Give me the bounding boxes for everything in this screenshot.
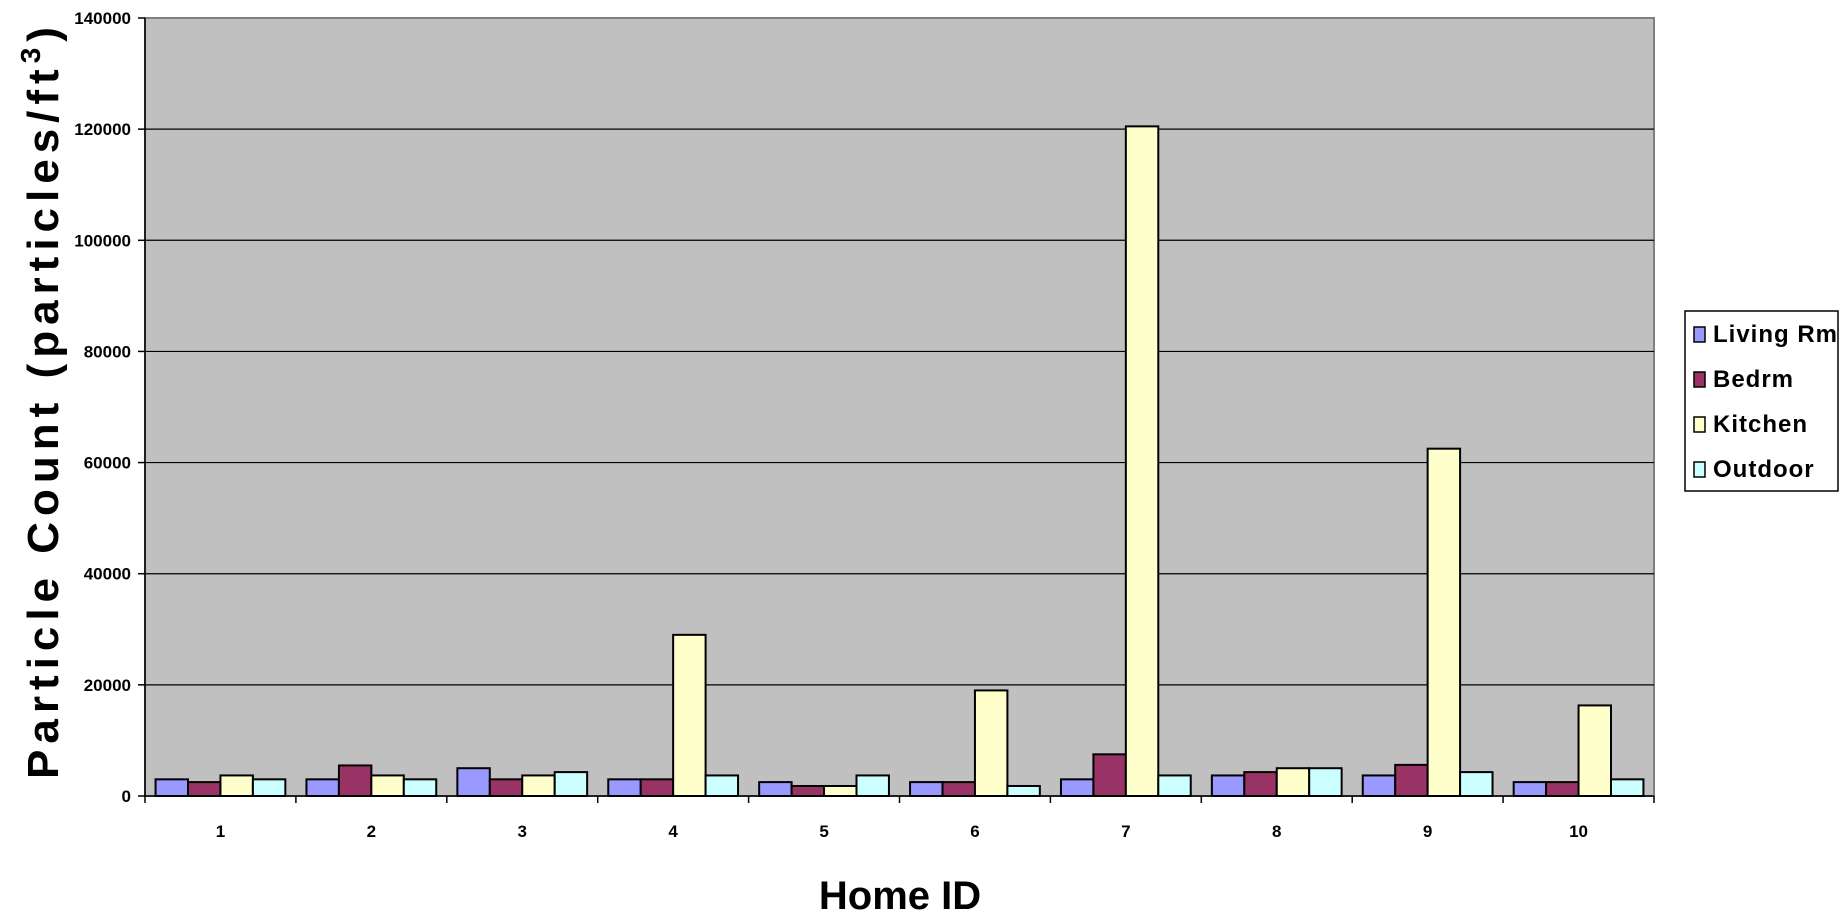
y-tick-label: 20000 (84, 676, 131, 695)
y-tick-label: 120000 (74, 120, 131, 139)
bar-bedrm-5 (790, 784, 826, 797)
bar-living-rm-5 (758, 781, 793, 797)
x-tick-label: 6 (970, 822, 979, 841)
x-tick-label: 3 (518, 822, 527, 841)
y-axis-title: Particle Count (particles/ft3) (15, 21, 68, 779)
legend-label: Bedrm (1713, 366, 1794, 393)
bar-living-rm-1 (154, 778, 190, 797)
bar-kitchen-2 (370, 774, 405, 798)
x-tick-label: 10 (1569, 822, 1588, 841)
bar-bedrm-1 (187, 781, 222, 797)
bar-outdoor-2 (402, 778, 438, 797)
legend: Living Rm Bedrm Kitchen Outdoor (1684, 310, 1839, 492)
bar-outdoor-6 (1006, 784, 1041, 797)
bar-bedrm-4 (639, 778, 675, 797)
bar-outdoor-1 (251, 778, 287, 797)
bar-living-rm-3 (456, 767, 491, 798)
x-tick-label: 8 (1272, 822, 1281, 841)
bar-living-rm-10 (1512, 781, 1548, 797)
bar-kitchen-1 (219, 774, 254, 798)
y-tick-label: 80000 (84, 342, 131, 361)
y-axis-title-superscript: 3 (15, 42, 46, 64)
gridlines (145, 128, 1654, 686)
bar-bedrm-9 (1394, 763, 1429, 798)
y-tick-label: 100000 (74, 231, 131, 250)
bar-bedrm-3 (488, 778, 524, 797)
x-tick-label: 4 (668, 822, 678, 841)
legend-label: Outdoor (1713, 456, 1815, 483)
bar-outdoor-3 (553, 771, 589, 798)
bar-outdoor-7 (1157, 774, 1192, 798)
bar-living-rm-7 (1059, 778, 1095, 797)
legend-swatch-kitchen (1693, 416, 1706, 433)
x-tick-labels: 1 2 3 4 5 6 7 8 9 10 (144, 796, 1655, 841)
bar-living-rm-8 (1210, 774, 1246, 798)
bar-kitchen-8 (1275, 767, 1311, 798)
bar-living-rm-6 (909, 781, 944, 797)
legend-swatch-outdoor (1693, 461, 1706, 478)
legend-swatch-bedrm (1693, 371, 1706, 388)
x-tick-label: 9 (1423, 822, 1432, 841)
legend-label: Living Rm (1713, 321, 1838, 348)
bar-kitchen-9 (1426, 447, 1462, 797)
x-axis-title: Home ID (819, 874, 981, 915)
y-tick-label: 140000 (74, 9, 131, 28)
y-tick-label: 60000 (84, 454, 131, 473)
bar-bedrm-8 (1243, 771, 1278, 798)
bar-outdoor-10 (1609, 778, 1645, 797)
legend-swatch-living-rm (1693, 326, 1706, 343)
bar-kitchen-4 (672, 633, 707, 797)
plot-area (144, 17, 1655, 797)
bar-kitchen-6 (973, 689, 1009, 798)
bar-outdoor-9 (1459, 771, 1494, 798)
y-tick-label: 0 (122, 787, 131, 806)
bar-outdoor-5 (855, 774, 890, 798)
legend-box (1684, 310, 1839, 492)
bar-living-rm-9 (1361, 774, 1397, 798)
y-tick-label: 40000 (84, 565, 131, 584)
x-tick-label: 7 (1121, 822, 1130, 841)
bar-bedrm-10 (1545, 781, 1580, 797)
bar-outdoor-4 (704, 774, 740, 798)
bar-bedrm-7 (1092, 753, 1127, 797)
bar-bedrm-2 (337, 764, 373, 798)
x-tick-label: 1 (216, 822, 225, 841)
y-axis-title-main: Particle Count (particles/ft (19, 63, 68, 779)
bar-kitchen-5 (823, 784, 858, 797)
bar-kitchen-7 (1124, 125, 1160, 798)
y-tick-labels: 0 20000 40000 60000 80000 100000 120000 140000 (74, 9, 145, 806)
bar-kitchen-3 (521, 774, 556, 798)
bar-kitchen-10 (1577, 704, 1612, 798)
bar-living-rm-4 (607, 778, 642, 797)
bar-bedrm-6 (941, 781, 976, 797)
x-tick-label: 5 (819, 822, 828, 841)
bar-outdoor-8 (1308, 767, 1343, 798)
bar-living-rm-2 (305, 778, 340, 797)
y-axis-title-suffix: ) (19, 21, 68, 42)
x-tick-label: 2 (367, 822, 376, 841)
legend-label: Kitchen (1713, 411, 1808, 438)
